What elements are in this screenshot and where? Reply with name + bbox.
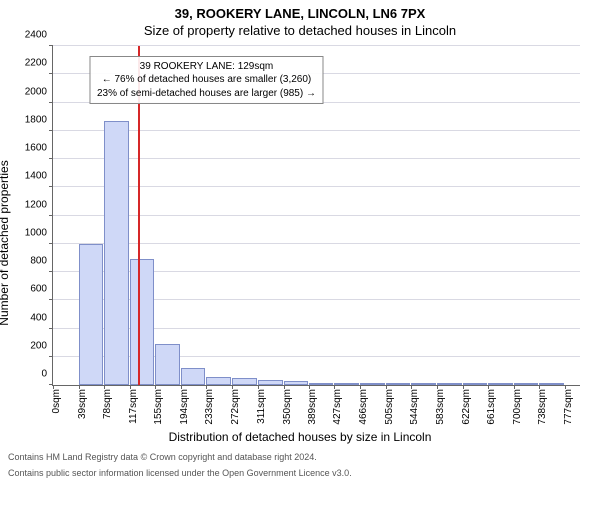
ytick-label: 800 — [30, 256, 47, 267]
gridline — [53, 243, 580, 244]
histogram-bar — [386, 383, 411, 385]
gridline — [53, 186, 580, 187]
ytick-mark — [49, 271, 53, 272]
histogram-bar — [79, 244, 104, 385]
ytick-mark — [49, 356, 53, 357]
xtick-label: 117sqm — [128, 389, 139, 424]
ytick-label: 1200 — [25, 199, 47, 210]
xtick-label: 233sqm — [204, 389, 215, 425]
callout-line: 39 ROOKERY LANE: 129sqm — [97, 60, 316, 74]
ytick-mark — [49, 243, 53, 244]
ytick-label: 400 — [30, 312, 47, 323]
ytick-mark — [49, 186, 53, 187]
ytick-mark — [49, 328, 53, 329]
histogram-bar — [155, 344, 180, 385]
xtick-label: 39sqm — [77, 389, 88, 419]
xtick-label: 427sqm — [332, 389, 343, 425]
ytick-mark — [49, 215, 53, 216]
ytick-mark — [49, 130, 53, 131]
xtick-label: 738sqm — [537, 389, 548, 425]
xtick-label: 350sqm — [282, 389, 293, 425]
gridline — [53, 215, 580, 216]
histogram-bar — [437, 383, 462, 385]
xtick-label: 544sqm — [409, 389, 420, 425]
xtick-label: 700sqm — [512, 389, 523, 425]
ytick-mark — [49, 158, 53, 159]
ytick-label: 1000 — [25, 227, 47, 238]
ytick-label: 200 — [30, 340, 47, 351]
footer-line-1: Contains HM Land Registry data © Crown c… — [0, 448, 600, 464]
histogram-bar — [539, 383, 564, 385]
histogram-bar — [488, 383, 513, 385]
histogram-bar — [258, 380, 283, 385]
x-axis-label: Distribution of detached houses by size … — [0, 430, 600, 444]
ytick-label: 600 — [30, 284, 47, 295]
callout-line: ← 76% of detached houses are smaller (3,… — [97, 73, 316, 87]
histogram-bar — [463, 383, 488, 385]
histogram-bar — [411, 383, 436, 385]
xtick-label: 155sqm — [153, 389, 164, 425]
histogram-bar — [181, 368, 206, 385]
xtick-label: 583sqm — [435, 389, 446, 425]
histogram-bar — [514, 383, 538, 385]
xtick-label: 311sqm — [256, 389, 267, 424]
ytick-label: 1600 — [25, 143, 47, 154]
xtick-label: 0sqm — [51, 389, 62, 413]
ytick-label: 0 — [41, 369, 47, 380]
chart-container: Number of detached properties 0200400600… — [0, 38, 600, 448]
ytick-label: 2000 — [25, 86, 47, 97]
callout-box: 39 ROOKERY LANE: 129sqm← 76% of detached… — [90, 56, 323, 105]
xtick-label: 389sqm — [307, 389, 318, 425]
xtick-label: 622sqm — [461, 389, 472, 425]
gridline — [53, 130, 580, 131]
histogram-bar — [232, 378, 257, 385]
ytick-label: 1800 — [25, 114, 47, 125]
ytick-label: 2400 — [25, 30, 47, 41]
histogram-bar — [360, 383, 385, 385]
xtick-label: 78sqm — [102, 389, 113, 419]
ytick-mark — [49, 299, 53, 300]
xtick-label: 466sqm — [358, 389, 369, 425]
histogram-bar — [309, 383, 333, 385]
ytick-label: 1400 — [25, 171, 47, 182]
histogram-bar — [130, 259, 154, 385]
xtick-label: 194sqm — [179, 389, 190, 425]
gridline — [53, 45, 580, 46]
callout-line: 23% of semi-detached houses are larger (… — [97, 87, 316, 101]
ytick-label: 2200 — [25, 58, 47, 69]
histogram-bar — [284, 381, 309, 385]
histogram-bar — [104, 121, 129, 385]
xtick-label: 661sqm — [486, 389, 497, 425]
ytick-mark — [49, 102, 53, 103]
xtick-label: 505sqm — [384, 389, 395, 425]
ytick-mark — [49, 45, 53, 46]
footer-line-2: Contains public sector information licen… — [0, 464, 600, 480]
histogram-bar — [206, 377, 231, 385]
histogram-bar — [334, 383, 359, 385]
plot-area: 0200400600800100012001400160018002000220… — [52, 46, 580, 386]
page-subtitle: Size of property relative to detached ho… — [0, 23, 600, 38]
page-title: 39, ROOKERY LANE, LINCOLN, LN6 7PX — [0, 6, 600, 21]
gridline — [53, 158, 580, 159]
xtick-label: 777sqm — [563, 389, 574, 425]
ytick-mark — [49, 73, 53, 74]
y-axis-label: Number of detached properties — [0, 160, 11, 325]
xtick-label: 272sqm — [230, 389, 241, 425]
